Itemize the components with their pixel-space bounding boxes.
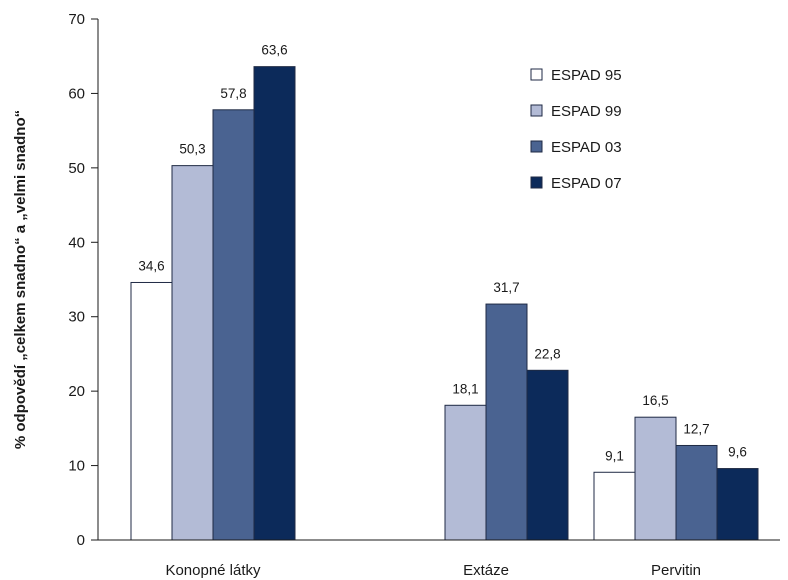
legend-label: ESPAD 07 — [551, 175, 622, 192]
data-label: 57,8 — [220, 86, 246, 101]
y-axis-label: % odpovědí „celkem snadno“ a „velmi snad… — [12, 110, 29, 449]
bar — [485, 303, 528, 541]
bar — [634, 416, 677, 541]
y-tick-label: 0 — [77, 532, 85, 549]
x-axis: Konopné látky Extáze Pervitin — [98, 539, 780, 579]
legend-swatch — [530, 176, 543, 189]
y-tick-label: 70 — [68, 11, 85, 28]
bar — [716, 468, 759, 541]
y-tick-label: 30 — [68, 309, 85, 326]
data-label: 12,7 — [683, 421, 709, 436]
data-label: 34,6 — [138, 258, 164, 273]
data-label: 22,8 — [534, 346, 560, 361]
x-tick-label: Pervitin — [651, 562, 701, 579]
y-tick-label: 20 — [68, 383, 85, 400]
bars-group — [130, 66, 759, 541]
y-axis: 0 10 20 30 40 50 60 70 — [68, 11, 99, 549]
legend-swatch — [530, 104, 543, 117]
bar — [253, 66, 296, 541]
data-label: 18,1 — [452, 381, 478, 396]
legend-label: ESPAD 03 — [551, 139, 622, 156]
data-label: 9,6 — [728, 445, 747, 460]
data-label: 31,7 — [493, 280, 519, 295]
bar — [444, 404, 487, 541]
data-label: 16,5 — [642, 393, 668, 408]
legend-label: ESPAD 99 — [551, 103, 622, 120]
bar — [675, 444, 718, 541]
y-tick-label: 40 — [68, 234, 85, 251]
legend-swatch — [530, 140, 543, 153]
data-labels-group: 34,6 50,3 57,8 63,6 18,1 31,7 22,8 9,1 16,5 12,7 9… — [138, 43, 747, 464]
x-tick-label: Konopné látky — [165, 562, 261, 579]
bar — [212, 109, 255, 541]
data-label: 63,6 — [261, 43, 287, 58]
data-label: 50,3 — [179, 142, 205, 157]
bar — [526, 369, 569, 541]
y-tick-label: 10 — [68, 458, 85, 475]
bar — [130, 281, 173, 541]
bar — [593, 471, 636, 541]
legend: ESPAD 95 ESPAD 99 ESPAD 03 ESPAD 07 — [530, 67, 622, 192]
legend-swatch — [530, 68, 543, 81]
y-tick-label: 60 — [68, 85, 85, 102]
y-tick-label: 50 — [68, 160, 85, 177]
data-label: 9,1 — [605, 448, 624, 463]
legend-label: ESPAD 95 — [551, 67, 622, 84]
x-tick-label: Extáze — [463, 562, 509, 579]
bar — [171, 165, 214, 541]
